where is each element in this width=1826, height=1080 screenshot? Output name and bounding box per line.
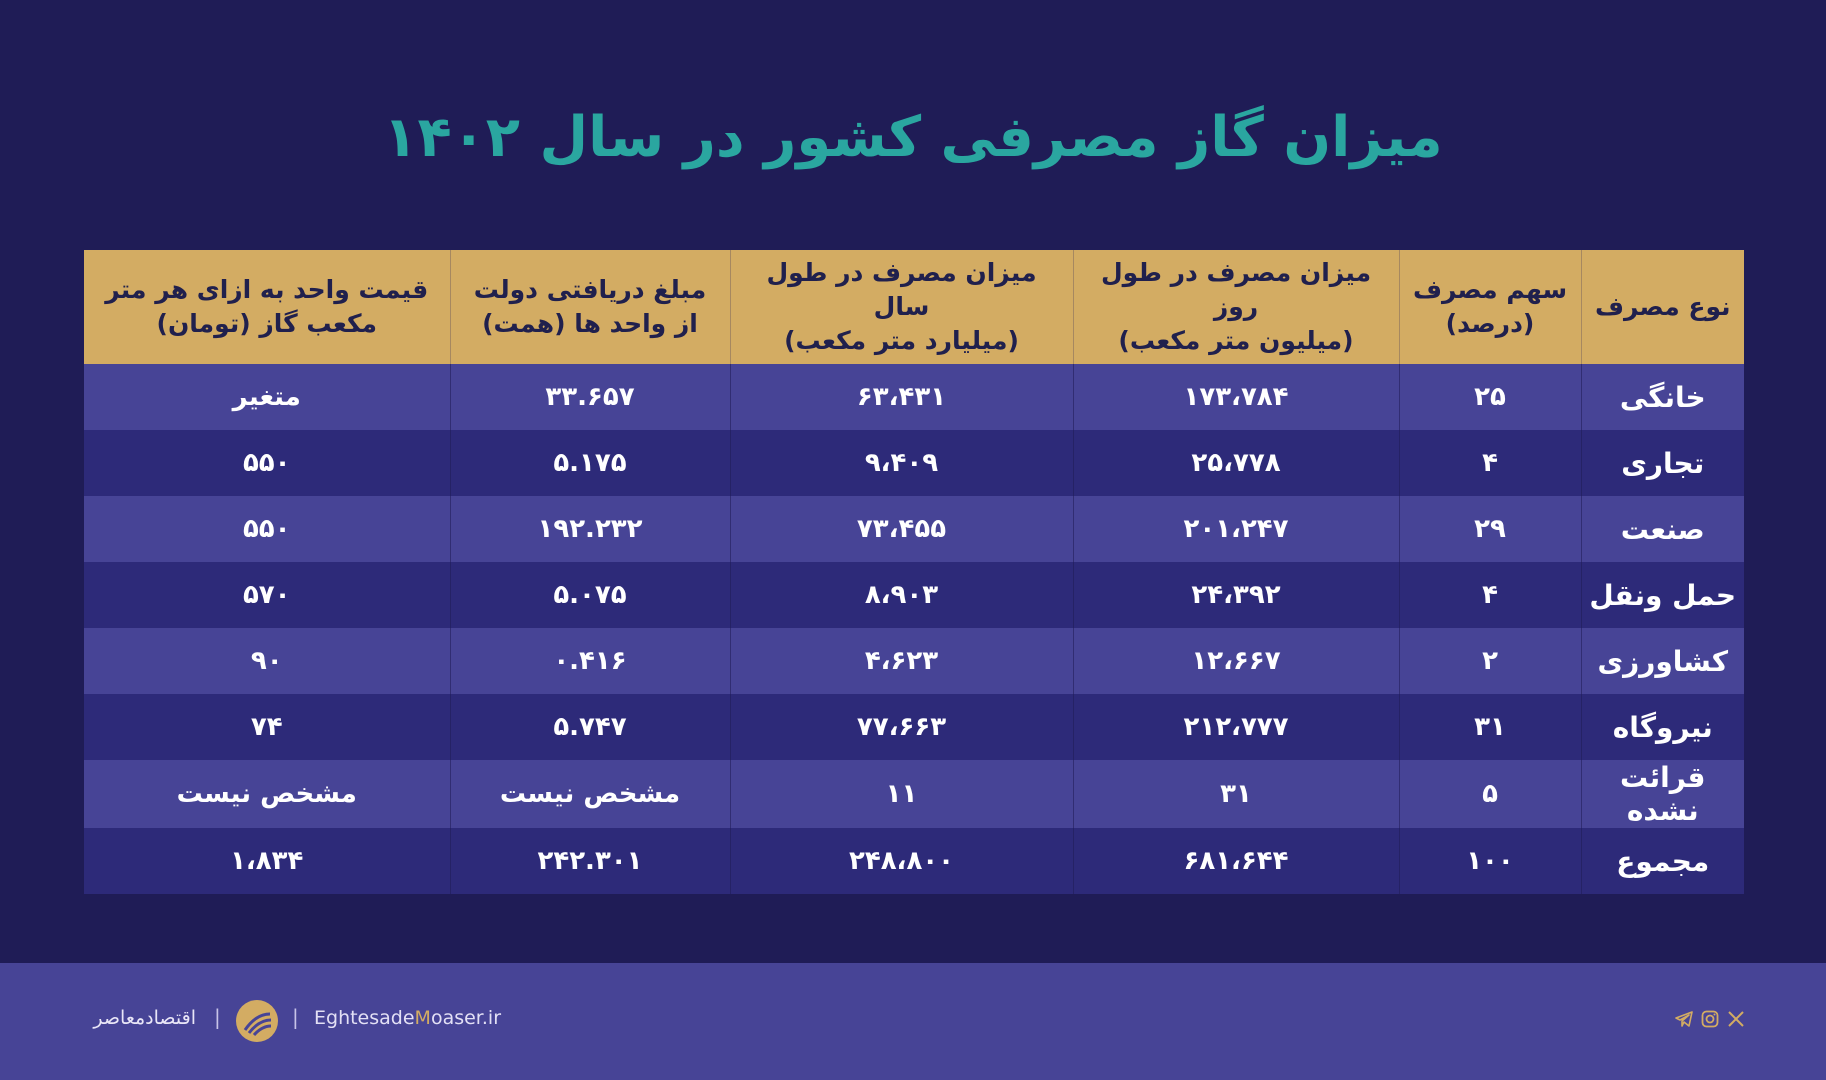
cell-type: صنعت [1580, 496, 1744, 562]
brand-logo-icon [236, 1000, 278, 1042]
cell-price: ۱،۸۳۴ [84, 828, 450, 894]
table-header-row: نوع مصرف سهم مصرف (درصد) میزان مصرف در ط… [84, 250, 1744, 364]
cell-daily: ۲۱۲،۷۷۷ [1072, 694, 1399, 760]
gas-consumption-table: نوع مصرف سهم مصرف (درصد) میزان مصرف در ط… [84, 250, 1744, 894]
social-links [1674, 1009, 1746, 1029]
cell-annual: ۱۱ [729, 760, 1073, 828]
footer: اقتصادمعاصر | | EghtesadeMoaser.ir [0, 963, 1826, 1080]
cell-annual: ۶۳،۴۳۱ [729, 364, 1073, 430]
cell-price: ۹۰ [84, 628, 450, 694]
website-link[interactable]: EghtesadeMoaser.ir [314, 1007, 502, 1029]
table-row: صنعت ۲۹ ۲۰۱،۲۴۷ ۷۳،۴۵۵ ۱۹۲.۲۳۲ ۵۵۰ [84, 496, 1744, 562]
separator: | [292, 1005, 299, 1029]
cell-revenue: مشخص نیست [449, 760, 730, 828]
separator: | [214, 1005, 221, 1029]
cell-share: ۵ [1398, 760, 1581, 828]
cell-price: ۵۵۰ [84, 496, 450, 562]
cell-share: ۲۵ [1398, 364, 1581, 430]
cell-revenue: ۱۹۲.۲۳۲ [449, 496, 730, 562]
cell-annual: ۲۴۸،۸۰۰ [729, 828, 1073, 894]
table-row-total: مجموع ۱۰۰ ۶۸۱،۶۴۴ ۲۴۸،۸۰۰ ۲۴۲.۳۰۱ ۱،۸۳۴ [84, 828, 1744, 894]
cell-daily: ۳۱ [1072, 760, 1399, 828]
header-daily-consumption: میزان مصرف در طول روز (میلیون متر مکعب) [1072, 250, 1399, 364]
cell-type: خانگی [1580, 364, 1744, 430]
cell-price: ۵۵۰ [84, 430, 450, 496]
cell-revenue: ۵.۱۷۵ [449, 430, 730, 496]
cell-annual: ۷۷،۶۶۳ [729, 694, 1073, 760]
cell-daily: ۲۵،۷۷۸ [1072, 430, 1399, 496]
instagram-icon[interactable] [1700, 1009, 1720, 1029]
cell-share: ۳۱ [1398, 694, 1581, 760]
cell-type: مجموع [1580, 828, 1744, 894]
cell-revenue: ۵.۰۷۵ [449, 562, 730, 628]
cell-price: ۷۴ [84, 694, 450, 760]
cell-daily: ۱۲،۶۶۷ [1072, 628, 1399, 694]
cell-annual: ۸،۹۰۳ [729, 562, 1073, 628]
table-row: قرائت نشده ۵ ۳۱ ۱۱ مشخص نیست مشخص نیست [84, 760, 1744, 828]
cell-price: مشخص نیست [84, 760, 450, 828]
cell-type: حمل ونقل [1580, 562, 1744, 628]
header-consumption-type: نوع مصرف [1580, 250, 1744, 364]
x-icon[interactable] [1726, 1009, 1746, 1029]
cell-type: قرائت نشده [1580, 760, 1744, 828]
cell-share: ۱۰۰ [1398, 828, 1581, 894]
cell-revenue: ۰.۴۱۶ [449, 628, 730, 694]
header-annual-consumption: میزان مصرف در طول سال (میلیارد متر مکعب) [729, 250, 1073, 364]
cell-type: تجاری [1580, 430, 1744, 496]
cell-share: ۲ [1398, 628, 1581, 694]
brand-name: اقتصادمعاصر [93, 1007, 196, 1029]
cell-type: کشاورزی [1580, 628, 1744, 694]
cell-revenue: ۵.۷۴۷ [449, 694, 730, 760]
cell-share: ۴ [1398, 430, 1581, 496]
table-row: خانگی ۲۵ ۱۷۳،۷۸۴ ۶۳،۴۳۱ ۳۳.۶۵۷ متغیر [84, 364, 1744, 430]
cell-type: نیروگاه [1580, 694, 1744, 760]
cell-annual: ۴،۶۲۳ [729, 628, 1073, 694]
cell-share: ۴ [1398, 562, 1581, 628]
table-row: تجاری ۴ ۲۵،۷۷۸ ۹،۴۰۹ ۵.۱۷۵ ۵۵۰ [84, 430, 1744, 496]
table-row: کشاورزی ۲ ۱۲،۶۶۷ ۴،۶۲۳ ۰.۴۱۶ ۹۰ [84, 628, 1744, 694]
page-title: میزان گاز مصرفی کشور در سال ۱۴۰۲ [383, 105, 1443, 170]
cell-share: ۲۹ [1398, 496, 1581, 562]
header-government-revenue: مبلغ دریافتی دولت از واحد ها (همت) [449, 250, 730, 364]
cell-annual: ۷۳،۴۵۵ [729, 496, 1073, 562]
cell-daily: ۲۰۱،۲۴۷ [1072, 496, 1399, 562]
header-share: سهم مصرف (درصد) [1398, 250, 1581, 364]
table-row: حمل ونقل ۴ ۲۴،۳۹۲ ۸،۹۰۳ ۵.۰۷۵ ۵۷۰ [84, 562, 1744, 628]
cell-revenue: ۳۳.۶۵۷ [449, 364, 730, 430]
cell-price: متغیر [84, 364, 450, 430]
cell-daily: ۱۷۳،۷۸۴ [1072, 364, 1399, 430]
telegram-icon[interactable] [1674, 1009, 1694, 1029]
header-unit-price: قیمت واحد به ازای هر متر مکعب گاز (تومان… [84, 250, 450, 364]
cell-annual: ۹،۴۰۹ [729, 430, 1073, 496]
cell-price: ۵۷۰ [84, 562, 450, 628]
cell-revenue: ۲۴۲.۳۰۱ [449, 828, 730, 894]
table-row: نیروگاه ۳۱ ۲۱۲،۷۷۷ ۷۷،۶۶۳ ۵.۷۴۷ ۷۴ [84, 694, 1744, 760]
cell-daily: ۶۸۱،۶۴۴ [1072, 828, 1399, 894]
cell-daily: ۲۴،۳۹۲ [1072, 562, 1399, 628]
